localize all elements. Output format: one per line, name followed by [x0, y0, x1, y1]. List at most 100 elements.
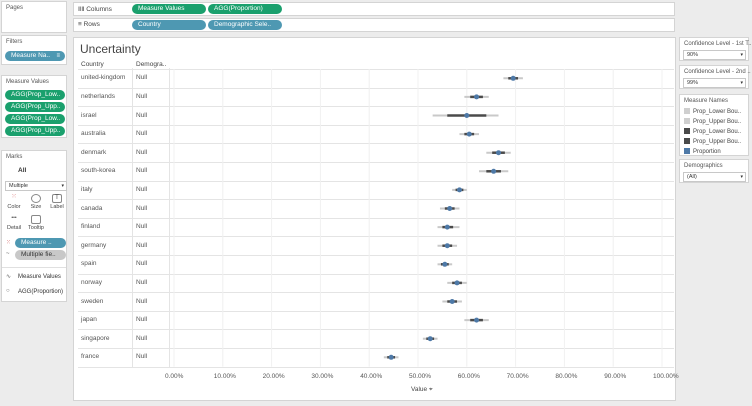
- chevron-down-icon: ▾: [61, 183, 64, 189]
- demographic-cell[interactable]: Null: [136, 297, 148, 305]
- demographic-cell[interactable]: Null: [136, 111, 148, 119]
- x-tick-label: 50.00%: [409, 373, 432, 380]
- conf1-label: Confidence Level - 1st T..: [684, 41, 752, 47]
- country-cell[interactable]: canada: [81, 204, 103, 212]
- country-cell[interactable]: norway: [81, 278, 102, 286]
- columns-icon: ⅡⅡ: [78, 6, 85, 13]
- proportion-point[interactable]: [447, 206, 453, 211]
- legend-item-5[interactable]: Proportion: [684, 148, 721, 155]
- demographic-cell[interactable]: Null: [136, 204, 148, 212]
- country-cell[interactable]: finland: [81, 223, 101, 231]
- tooltip-icon: [31, 215, 41, 224]
- marks-item-agg-proportion[interactable]: AGG(Proportion): [18, 289, 64, 295]
- country-cell[interactable]: germany: [81, 241, 107, 249]
- header-country[interactable]: Country: [81, 61, 104, 68]
- row-separator: [78, 199, 674, 201]
- legend-item-4[interactable]: Prop_Upper Bou..: [684, 138, 741, 145]
- parameter-conf1: Confidence Level - 1st T.. 90% ▾: [679, 37, 752, 61]
- mark-pill-measure-names[interactable]: Measure ..: [15, 238, 66, 248]
- size-icon: [31, 194, 41, 203]
- country-cell[interactable]: israel: [81, 111, 97, 119]
- measure-values-title: Measure Values: [6, 79, 49, 85]
- country-cell[interactable]: denmark: [81, 148, 107, 156]
- measure-value-pill-1[interactable]: AGG(Prop_Low..: [5, 90, 65, 100]
- mark-type-select[interactable]: Multiple ▾: [5, 181, 67, 191]
- country-cell[interactable]: spain: [81, 260, 97, 268]
- country-cell[interactable]: japan: [81, 316, 97, 324]
- mark-pill-multiple-fields[interactable]: Multiple fie..: [15, 250, 66, 260]
- demographic-cell[interactable]: Null: [136, 334, 148, 342]
- header-demographic[interactable]: Demogra..: [136, 61, 167, 68]
- x-tick-label: 20.00%: [262, 373, 285, 380]
- country-cell[interactable]: italy: [81, 185, 93, 193]
- country-cell[interactable]: united-kingdom: [81, 74, 126, 82]
- color-mark-icon: ⁙: [6, 240, 12, 246]
- country-cell[interactable]: south-korea: [81, 167, 116, 175]
- legend-item-2[interactable]: Prop_Upper Bou..: [684, 118, 741, 125]
- size-button[interactable]: Size: [27, 194, 45, 210]
- demographic-cell[interactable]: Null: [136, 316, 148, 324]
- proportion-point[interactable]: [510, 75, 516, 81]
- demographic-cell[interactable]: Null: [136, 130, 148, 138]
- label-button[interactable]: T Label: [50, 194, 64, 210]
- country-cell[interactable]: netherlands: [81, 92, 115, 100]
- row-separator: [78, 310, 674, 312]
- demographic-cell[interactable]: Null: [136, 74, 148, 82]
- proportion-point[interactable]: [474, 94, 480, 100]
- columns-pill-measure-values[interactable]: Measure Values: [132, 4, 206, 14]
- proportion-point[interactable]: [466, 131, 472, 137]
- country-cell[interactable]: france: [81, 353, 100, 361]
- detail-button[interactable]: ••• Detail: [6, 215, 22, 231]
- demographic-cell[interactable]: Null: [136, 260, 148, 268]
- measure-values-card: Measure Values AGG(Prop_Low.. AGG(Prop_U…: [1, 75, 67, 138]
- rows-pill-country[interactable]: Country: [132, 20, 206, 30]
- row-separator: [78, 124, 674, 126]
- demographic-cell[interactable]: Null: [136, 353, 148, 361]
- marks-all-tab[interactable]: All: [18, 167, 27, 174]
- proportion-point[interactable]: [388, 354, 394, 360]
- detail-icon: •••: [11, 215, 17, 221]
- legend-item-3[interactable]: Prop_Lower Bou..: [684, 128, 741, 135]
- demographic-cell[interactable]: Null: [136, 167, 148, 175]
- rows-shelf[interactable]: ≡ Rows Country Demographic Sele..: [73, 18, 675, 32]
- conf2-select[interactable]: 99% ▾: [683, 78, 746, 88]
- demographic-cell[interactable]: Null: [136, 278, 148, 286]
- columns-shelf[interactable]: ⅡⅡ Columns Measure Values AGG(Proportion…: [73, 2, 675, 16]
- proportion-point[interactable]: [474, 317, 480, 323]
- color-button[interactable]: ⁙ Color: [7, 194, 21, 210]
- proportion-point[interactable]: [456, 187, 462, 193]
- country-cell[interactable]: sweden: [81, 297, 104, 305]
- row-separator: [78, 236, 674, 238]
- conf1-select[interactable]: 90% ▾: [683, 50, 746, 60]
- proportion-point[interactable]: [444, 224, 450, 230]
- demographic-cell[interactable]: Null: [136, 92, 148, 100]
- legend-item-1[interactable]: Prop_Lower Bou..: [684, 108, 741, 115]
- filter-pill-measure-names[interactable]: Measure Na.. ≡: [5, 51, 65, 61]
- tooltip-button[interactable]: Tooltip: [27, 215, 45, 231]
- proportion-point[interactable]: [496, 150, 502, 156]
- pin-icon[interactable]: ⌖: [428, 386, 433, 393]
- marks-item-measure-values[interactable]: Measure Values: [18, 274, 61, 280]
- proportion-point[interactable]: [454, 280, 460, 286]
- legend-swatch: [684, 148, 690, 154]
- demographics-select[interactable]: (All) ▾: [683, 172, 746, 182]
- measure-value-pill-2[interactable]: AGG(Prop_Upp..: [5, 102, 65, 112]
- measure-value-pill-4[interactable]: AGG(Prop_Upp..: [5, 126, 65, 136]
- x-tick-label: 10.00%: [213, 373, 236, 380]
- measure-value-pill-3[interactable]: AGG(Prop_Low..: [5, 114, 65, 124]
- demographic-cell[interactable]: Null: [136, 148, 148, 156]
- country-cell[interactable]: singapore: [81, 334, 110, 342]
- columns-pill-agg-proportion[interactable]: AGG(Proportion): [208, 4, 282, 14]
- rows-pill-demographic[interactable]: Demographic Sele..: [208, 20, 282, 30]
- proportion-point[interactable]: [491, 168, 497, 174]
- proportion-point[interactable]: [444, 243, 450, 249]
- demographic-cell[interactable]: Null: [136, 185, 148, 193]
- proportion-point[interactable]: [464, 113, 470, 118]
- country-cell[interactable]: australia: [81, 130, 106, 138]
- demographic-cell[interactable]: Null: [136, 223, 148, 231]
- measure-names-legend: Measure Names Prop_Lower Bou.. Prop_Uppe…: [679, 94, 749, 156]
- proportion-point[interactable]: [442, 261, 448, 267]
- demographic-cell[interactable]: Null: [136, 241, 148, 249]
- proportion-point[interactable]: [449, 299, 455, 304]
- proportion-point[interactable]: [427, 336, 433, 342]
